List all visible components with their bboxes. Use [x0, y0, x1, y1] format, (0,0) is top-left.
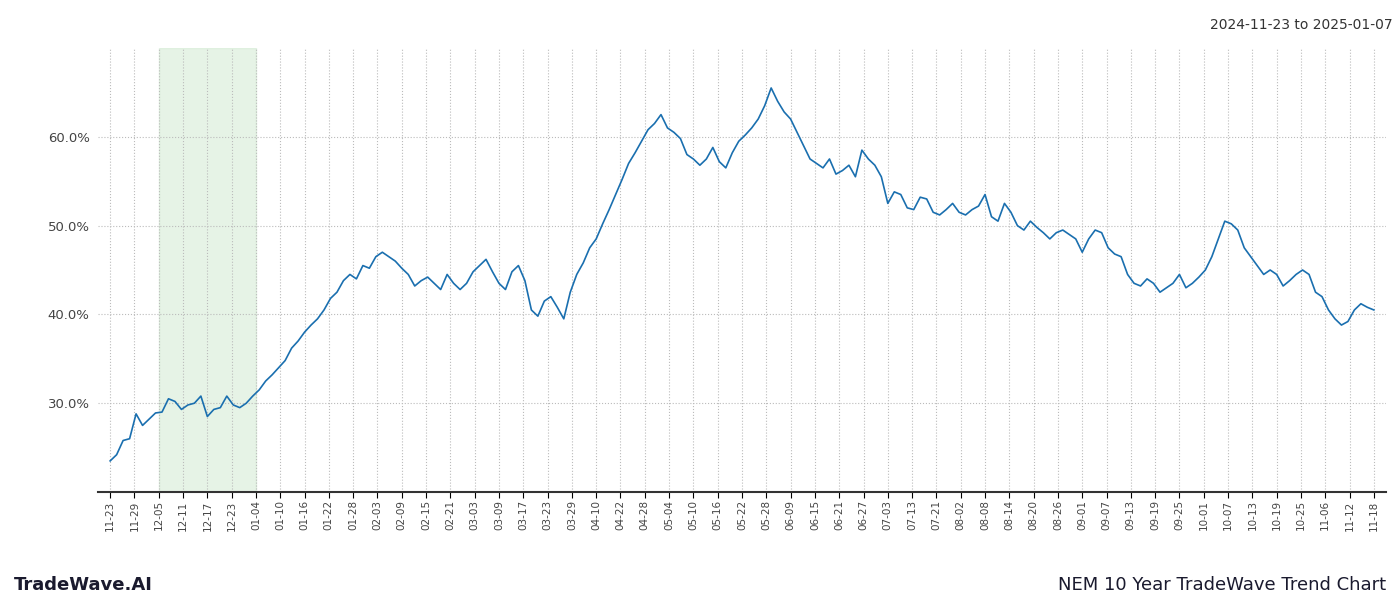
Text: 2024-11-23 to 2025-01-07: 2024-11-23 to 2025-01-07: [1211, 18, 1393, 32]
Bar: [158, 48, 256, 492]
Text: TradeWave.AI: TradeWave.AI: [14, 576, 153, 594]
Text: NEM 10 Year TradeWave Trend Chart: NEM 10 Year TradeWave Trend Chart: [1058, 576, 1386, 594]
